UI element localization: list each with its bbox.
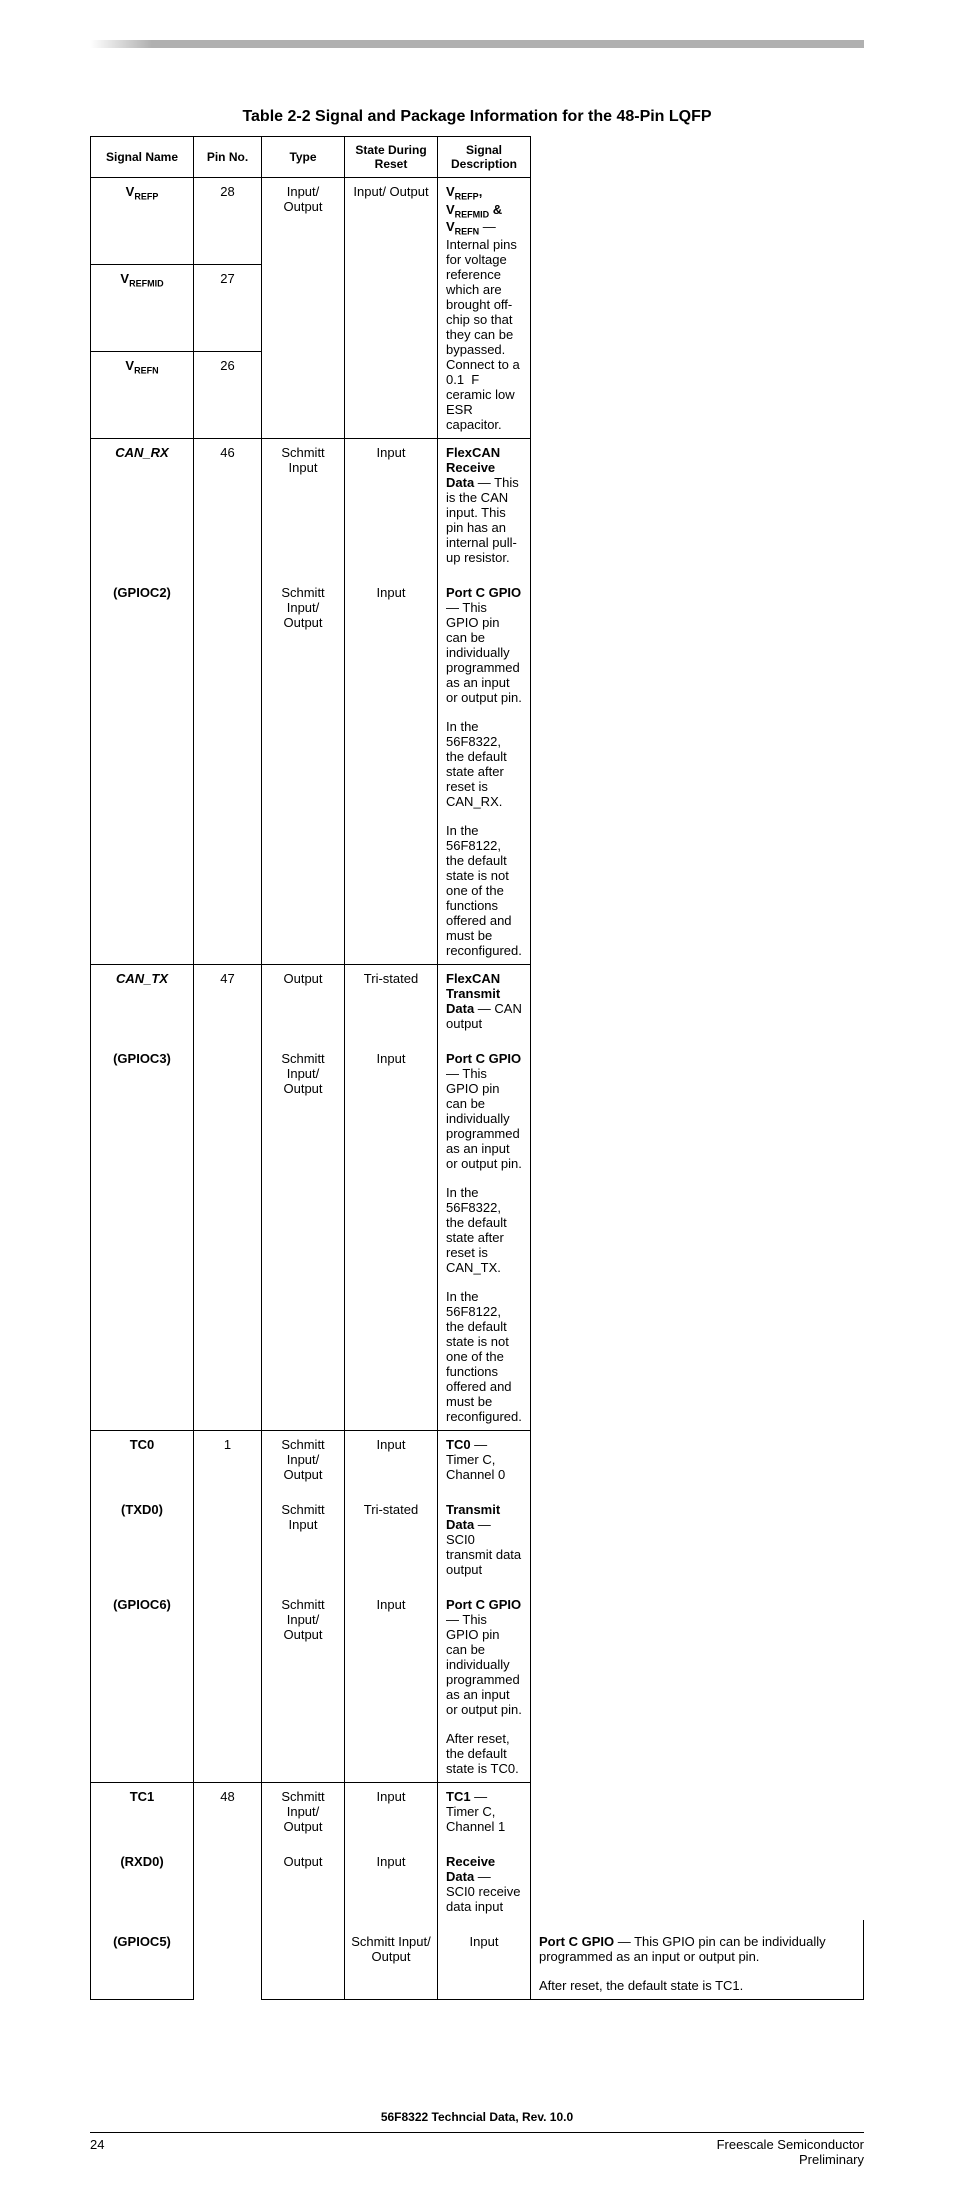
cell-type: Schmitt Input/ Output <box>262 1430 345 1488</box>
col-state: State During Reset <box>345 137 438 178</box>
footer-company: Freescale Semiconductor Preliminary <box>717 2137 864 2167</box>
cell-state: Input <box>345 1782 438 1840</box>
footer-doc-title: 56F8322 Techncial Data, Rev. 10.0 <box>90 2110 864 2124</box>
cell-state: Input <box>345 1430 438 1488</box>
cell-desc: Receive Data — SCI0 receive data input <box>438 1840 531 1920</box>
cell-pin: 28 <box>194 178 262 265</box>
cell-state: Input <box>345 571 438 965</box>
cell-state: Input <box>438 1920 531 2000</box>
cell-pin: 26 <box>194 351 262 438</box>
cell-state: Input/ Output <box>345 178 438 439</box>
cell-pin: 48 <box>194 1782 262 1999</box>
cell-desc: FlexCAN Receive Data — This is the CAN i… <box>438 438 531 571</box>
cell-desc: TC1 — Timer C, Channel 1 <box>438 1782 531 1840</box>
cell-desc: FlexCAN Transmit Data — CAN output <box>438 964 531 1037</box>
cell-desc: Transmit Data — SCI0 transmit data outpu… <box>438 1488 531 1583</box>
cell-signal-name: VREFP <box>91 178 194 265</box>
cell-type: Schmitt Input/ Output <box>262 1583 345 1783</box>
cell-type: Output <box>262 1840 345 1920</box>
cell-signal-name: (RXD0) <box>91 1840 194 1920</box>
cell-desc: Port C GPIO — This GPIO pin can be indiv… <box>438 1037 531 1431</box>
cell-type: Output <box>262 964 345 1037</box>
cell-pin: 47 <box>194 964 262 1430</box>
table-row: VREFP 28 Input/ Output Input/ Output VRE… <box>91 178 864 265</box>
cell-type: Schmitt Input/ Output <box>262 1037 345 1431</box>
cell-pin: 1 <box>194 1430 262 1782</box>
cell-desc: Port C GPIO — This GPIO pin can be indiv… <box>438 571 531 965</box>
cell-signal-name: (GPIOC6) <box>91 1583 194 1783</box>
cell-state: Input <box>345 1583 438 1783</box>
table-row: CAN_TX 47 Output Tri-stated FlexCAN Tran… <box>91 964 864 1037</box>
col-signal-name: Signal Name <box>91 137 194 178</box>
table-row: CAN_RX 46 Schmitt Input Input FlexCAN Re… <box>91 438 864 571</box>
cell-signal-name: VREFMID <box>91 264 194 351</box>
cell-signal-name: (GPIOC2) <box>91 571 194 965</box>
signal-table: Signal Name Pin No. Type State During Re… <box>90 136 864 2000</box>
cell-signal-name: TC1 <box>91 1782 194 1840</box>
cell-pin: 46 <box>194 438 262 964</box>
table-header-row: Signal Name Pin No. Type State During Re… <box>91 137 864 178</box>
cell-signal-name: (TXD0) <box>91 1488 194 1583</box>
col-type: Type <box>262 137 345 178</box>
cell-type: Schmitt Input <box>262 438 345 571</box>
cell-type: Schmitt Input/ Output <box>262 571 345 965</box>
cell-state: Input <box>345 1037 438 1431</box>
cell-state: Input <box>345 1840 438 1920</box>
cell-desc: Port C GPIO — This GPIO pin can be indiv… <box>438 1583 531 1783</box>
footer-page-number: 24 <box>90 2137 104 2167</box>
cell-signal-name: (GPIOC3) <box>91 1037 194 1431</box>
table-row: TC0 1 Schmitt Input/ Output Input TC0 — … <box>91 1430 864 1488</box>
cell-signal-name: VREFN <box>91 351 194 438</box>
footer-row: 24 Freescale Semiconductor Preliminary <box>90 2132 864 2167</box>
cell-signal-name: CAN_TX <box>91 964 194 1037</box>
cell-type: Schmitt Input <box>262 1488 345 1583</box>
cell-desc: Port C GPIO — This GPIO pin can be indiv… <box>531 1920 864 2000</box>
cell-type: Schmitt Input/ Output <box>345 1920 438 2000</box>
header-bar <box>90 40 864 48</box>
table-row: TC1 48 Schmitt Input/ Output Input TC1 —… <box>91 1782 864 1840</box>
cell-state: Tri-stated <box>345 964 438 1037</box>
cell-signal-name: TC0 <box>91 1430 194 1488</box>
cell-state: Tri-stated <box>345 1488 438 1583</box>
cell-desc: TC0 — Timer C, Channel 0 <box>438 1430 531 1488</box>
cell-type: Input/ Output <box>262 178 345 439</box>
col-pin-no: Pin No. <box>194 137 262 178</box>
table-title: Table 2-2 Signal and Package Information… <box>90 108 864 126</box>
cell-desc: VREFP, VREFMID & VREFN — Internal pins f… <box>438 178 531 439</box>
cell-signal-name: (GPIOC5) <box>91 1920 194 2000</box>
col-signal-desc: Signal Description <box>438 137 531 178</box>
cell-signal-name: CAN_RX <box>91 438 194 571</box>
cell-state: Input <box>345 438 438 571</box>
cell-pin: 27 <box>194 264 262 351</box>
cell-type: Schmitt Input/ Output <box>262 1782 345 1840</box>
